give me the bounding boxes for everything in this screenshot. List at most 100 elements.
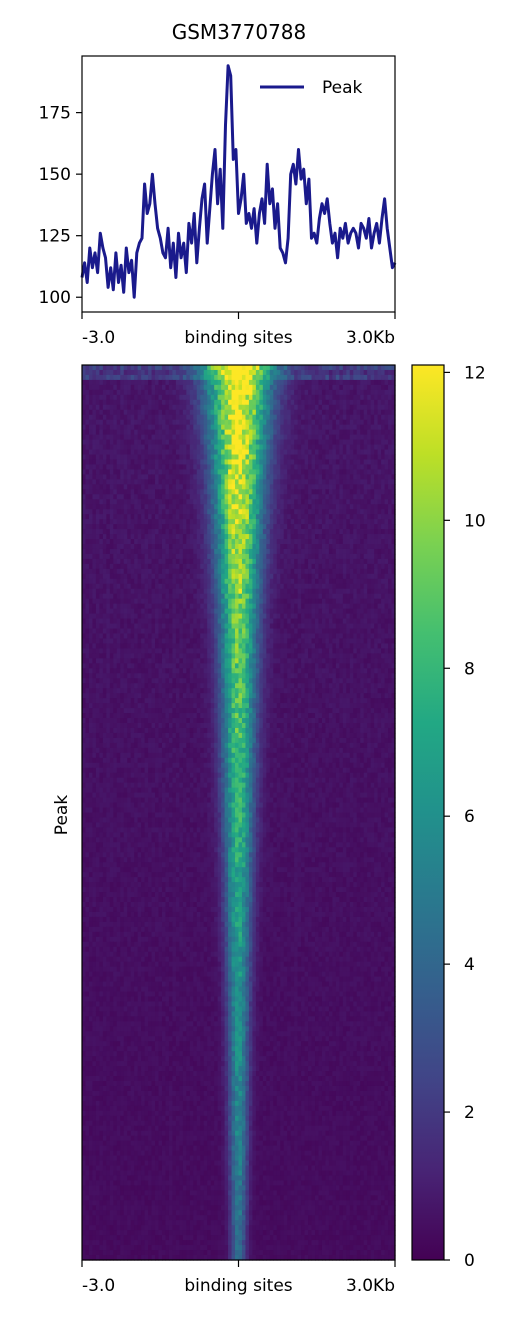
heatmap-cell [82,534,87,540]
heatmap-cell [290,548,295,555]
heatmap-cell [255,379,260,386]
heatmap-cell [255,633,260,640]
heatmap-cell [346,519,351,525]
heatmap-cell [332,394,337,401]
heatmap-cell [280,608,285,615]
heatmap-cell [123,504,128,510]
heatmap-cell [370,633,375,640]
heatmap-cell [388,524,393,530]
heatmap-cell [374,613,379,620]
heatmap-cell [360,409,365,416]
heatmap-cell [280,598,285,605]
heatmap-cell [328,384,333,391]
heatmap-cell [273,608,278,615]
heatmap-cell [113,459,118,466]
heatmap-cell [328,369,333,376]
heatmap-cell [287,593,292,600]
heatmap-cell [321,583,327,590]
heatmap-cell [155,628,160,635]
heatmap-cell [193,369,198,376]
heatmap-cell [349,464,354,471]
heatmap-cell [273,449,278,456]
heatmap-cell [155,434,160,441]
heatmap-cell [179,628,184,635]
heatmap-cell [335,504,340,510]
heatmap-cell [266,479,271,485]
heatmap-cell [151,603,156,610]
heatmap-cell [367,613,372,620]
heatmap-cell [127,394,132,401]
heatmap-cell [207,593,212,600]
heatmap-cell [141,469,146,475]
heatmap-cell [311,439,316,446]
heatmap-cell [161,479,167,485]
heatmap-cell [85,623,90,630]
heatmap-cell [161,414,167,421]
heatmap-cell [88,454,94,461]
heatmap-cell [370,583,375,590]
heatmap-cell [266,519,271,525]
heatmap-cell [374,434,379,441]
heatmap-cell [214,568,219,575]
heatmap-cell [377,414,382,421]
heatmap-cell [349,394,354,401]
heatmap-cell [95,484,100,490]
heatmap-cell [95,439,100,446]
heatmap-cell [266,524,271,530]
heatmap-cell [377,514,382,520]
heatmap-cell [391,499,396,505]
heatmap-cell [99,439,104,446]
heatmap-cell [311,484,316,490]
heatmap-cell [123,369,128,376]
heatmap-cell [353,509,358,515]
heatmap-cell [106,593,111,600]
heatmap-cell [214,534,219,540]
heatmap-cell [88,593,94,600]
heatmap-cell [130,524,135,530]
heatmap-cell [273,414,278,421]
heatmap-cell [370,553,375,560]
heatmap-cell [172,394,177,401]
heatmap-cell [266,628,271,635]
heatmap-cell [332,379,337,386]
heatmap-cell [221,409,226,416]
heatmap-cell [196,469,201,475]
heatmap-cell [388,588,393,595]
heatmap-cell [252,618,257,625]
heatmap-cell [360,548,365,555]
heatmap-cell [301,539,306,545]
heatmap-cell [259,374,264,381]
heatmap-cell [228,409,233,416]
heatmap-cell [328,544,333,550]
heatmap-cell [217,434,222,441]
heatmap-cell [130,394,135,401]
heatmap-cell [214,588,219,595]
heatmap-cell [189,484,194,490]
heatmap-cell [186,583,191,590]
heatmap-cell [200,618,205,625]
heatmap-cell [259,419,264,426]
heatmap-cell [175,449,180,456]
heatmap-cell [106,509,111,515]
heatmap-cell [189,384,194,391]
heatmap-cell [189,598,194,605]
heatmap-cell [120,474,125,480]
heatmap-cell [335,459,340,466]
heatmap-cell [283,628,288,635]
heatmap-cell [214,469,219,475]
heatmap-cell [95,608,100,615]
heatmap-cell [175,399,180,406]
heatmap-cell [109,414,114,421]
heatmap-cell [388,369,393,376]
heatmap-cell [325,603,330,610]
heatmap-cell [266,404,271,411]
heatmap-cell [388,474,393,480]
heatmap-cell [381,454,386,461]
heatmap-cell [165,469,170,475]
heatmap-cell [235,484,240,490]
heatmap-cell [168,573,174,580]
heatmap-cell [127,504,132,510]
heatmap-cell [342,484,347,490]
heatmap-cell [186,394,191,401]
heatmap-cell [374,583,379,590]
